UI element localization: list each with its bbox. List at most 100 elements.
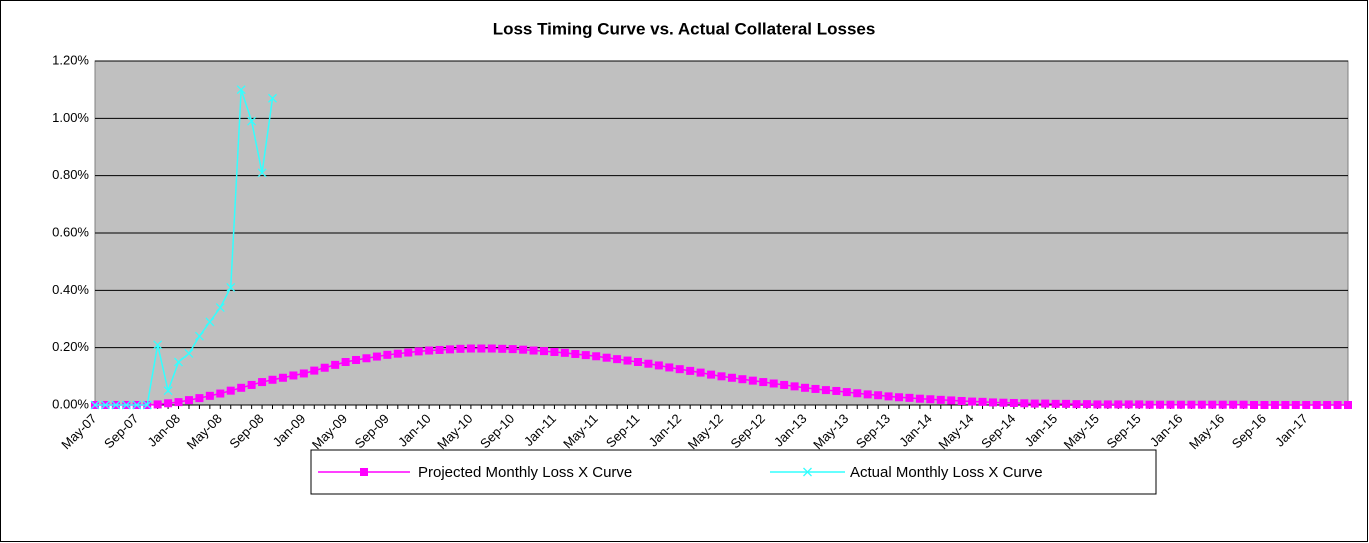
marker xyxy=(111,400,121,410)
marker xyxy=(1333,401,1342,409)
marker xyxy=(299,369,308,378)
marker xyxy=(623,356,632,365)
marker xyxy=(1323,401,1332,409)
marker xyxy=(581,351,590,360)
marker xyxy=(665,363,674,372)
legend-label: Projected Monthly Loss X Curve xyxy=(418,464,632,481)
marker xyxy=(936,395,945,404)
series-line xyxy=(95,89,274,406)
legend-label: Actual Monthly Loss X Curve xyxy=(850,464,1043,481)
marker xyxy=(1197,400,1206,409)
marker xyxy=(216,389,225,398)
marker xyxy=(477,344,486,353)
marker xyxy=(257,168,267,178)
y-tick-label: 0.00% xyxy=(52,396,89,411)
marker xyxy=(132,400,142,410)
marker xyxy=(853,389,862,398)
marker xyxy=(978,397,987,406)
marker xyxy=(613,355,622,364)
marker xyxy=(247,116,257,126)
marker xyxy=(174,357,183,367)
marker xyxy=(821,386,830,395)
marker xyxy=(592,352,601,361)
marker xyxy=(195,394,204,403)
marker xyxy=(487,344,496,353)
marker xyxy=(1270,401,1279,409)
marker xyxy=(456,344,465,353)
marker xyxy=(926,395,935,404)
marker xyxy=(205,391,214,400)
marker xyxy=(1051,399,1060,408)
marker xyxy=(142,400,152,410)
marker xyxy=(1344,401,1352,409)
marker xyxy=(362,354,371,363)
marker xyxy=(153,400,162,409)
marker xyxy=(1281,401,1290,409)
marker xyxy=(727,373,736,382)
marker xyxy=(529,346,538,355)
marker xyxy=(832,386,841,395)
marker xyxy=(174,398,183,407)
marker xyxy=(1302,401,1311,409)
marker xyxy=(1062,399,1071,408)
marker xyxy=(352,355,361,364)
marker xyxy=(968,397,977,406)
marker xyxy=(289,371,298,380)
marker xyxy=(184,348,194,358)
marker xyxy=(1218,400,1227,409)
marker xyxy=(372,352,381,361)
marker xyxy=(226,386,235,395)
marker xyxy=(341,358,350,366)
marker xyxy=(1260,401,1269,409)
marker xyxy=(717,372,726,381)
marker xyxy=(1156,400,1165,409)
marker xyxy=(163,386,173,396)
marker xyxy=(1291,401,1300,409)
marker xyxy=(1239,400,1248,409)
marker xyxy=(874,391,883,400)
marker xyxy=(164,399,173,408)
marker xyxy=(258,378,267,387)
marker xyxy=(247,380,256,389)
y-tick-label: 0.40% xyxy=(52,282,89,297)
marker xyxy=(1166,400,1175,409)
marker xyxy=(895,393,904,402)
marker xyxy=(1020,399,1029,408)
marker xyxy=(226,283,236,292)
marker xyxy=(360,468,368,476)
marker xyxy=(780,380,789,389)
marker xyxy=(153,340,163,350)
marker xyxy=(194,331,204,341)
marker xyxy=(633,358,642,366)
marker xyxy=(738,375,747,384)
legend xyxy=(310,449,1157,495)
marker xyxy=(393,349,402,358)
marker xyxy=(1229,400,1238,409)
marker xyxy=(863,390,872,399)
marker xyxy=(320,363,329,372)
marker xyxy=(404,348,413,357)
chart-title: Loss Timing Curve vs. Actual Collateral … xyxy=(493,19,876,38)
marker xyxy=(205,317,215,327)
marker xyxy=(466,344,475,353)
marker xyxy=(1187,400,1196,409)
marker xyxy=(1135,400,1144,409)
y-tick-label: 1.00% xyxy=(52,110,89,125)
marker xyxy=(602,353,611,362)
marker xyxy=(383,350,392,359)
marker xyxy=(759,378,768,387)
marker xyxy=(1124,400,1133,409)
marker xyxy=(675,365,684,374)
marker xyxy=(435,345,444,354)
marker xyxy=(331,360,340,369)
marker xyxy=(947,396,956,405)
y-tick-label: 0.60% xyxy=(52,224,89,239)
marker xyxy=(519,345,528,354)
marker xyxy=(100,400,110,410)
marker xyxy=(236,85,246,95)
y-tick-label: 0.20% xyxy=(52,339,89,354)
marker xyxy=(1093,400,1102,409)
marker xyxy=(790,382,799,391)
marker xyxy=(498,344,507,353)
